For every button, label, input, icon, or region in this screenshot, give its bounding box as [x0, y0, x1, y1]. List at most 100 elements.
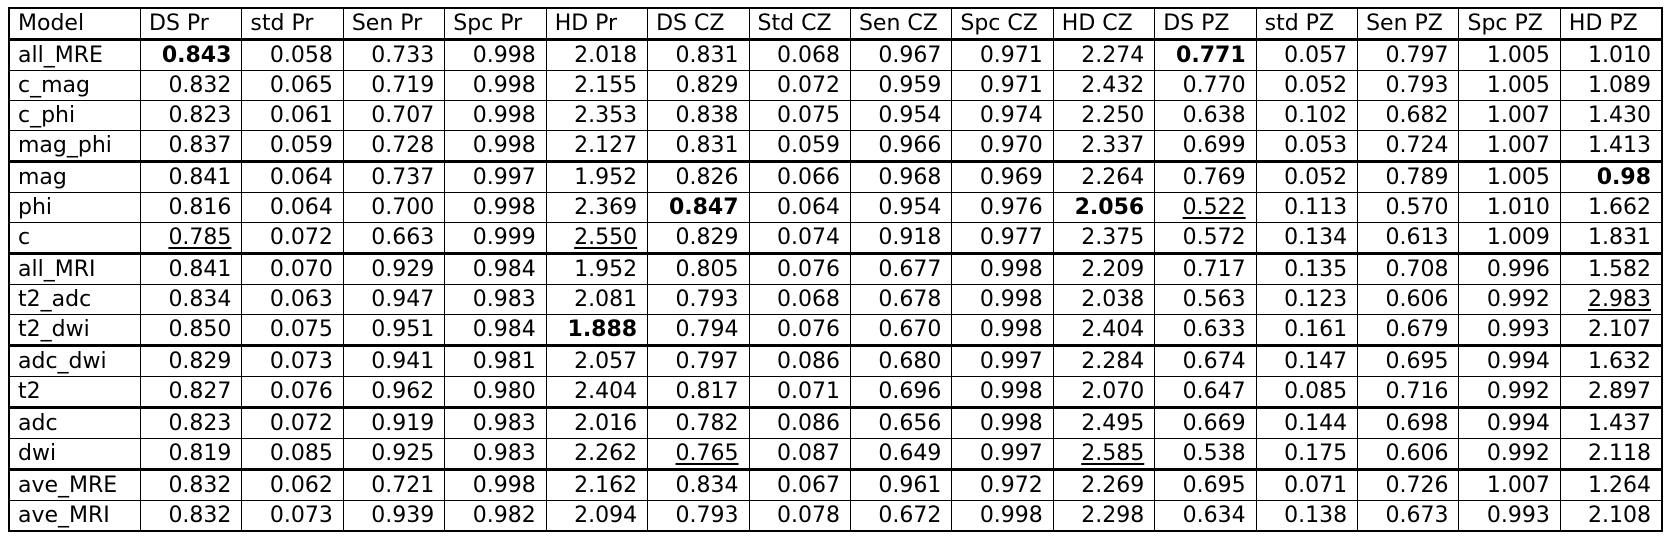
value-cell: 0.998	[444, 469, 547, 501]
model-name-cell: all_MRI	[8, 253, 141, 285]
column-header-hd-pr: HD Pr	[545, 7, 649, 41]
value-cell: 2.094	[545, 500, 649, 532]
value-cell: 0.061	[241, 100, 344, 131]
table-row-ave_MRE: ave_MRE 0.832 0.062 0.721 0.998 2.162 0.834 0.0…	[8, 469, 1663, 501]
value-cell: 0.962	[342, 376, 446, 409]
value-cell: 0.971	[951, 70, 1054, 101]
value-cell: 1.952	[545, 253, 649, 285]
table-row-adc: adc 0.823 0.072 0.919 0.983 2.016 0.782 0.086 0.…	[8, 407, 1663, 439]
table-body: all_MRE 0.843 0.058 0.733 0.998 2.018 0.831 0.0…	[8, 39, 1663, 532]
value-cell: 0.765	[647, 438, 750, 471]
value-cell: 0.076	[748, 314, 851, 347]
value-cell: 0.992	[1458, 438, 1561, 471]
value-cell: 0.073	[241, 500, 344, 532]
value-cell: 1.952	[545, 161, 649, 193]
value-cell: 0.074	[748, 222, 851, 255]
value-cell: 0.072	[241, 407, 344, 439]
value-cell: 0.072	[748, 70, 851, 101]
value-cell: 0.053	[1255, 130, 1359, 163]
value-cell: 1.662	[1559, 192, 1663, 223]
value-cell: 1.010	[1559, 39, 1663, 71]
value-cell: 0.771	[1154, 39, 1257, 71]
value-cell: 0.638	[1154, 100, 1257, 131]
column-header-ds-pz: DS PZ	[1154, 7, 1257, 41]
value-cell: 1.089	[1559, 70, 1663, 101]
value-cell: 0.850	[139, 314, 243, 347]
value-cell: 2.162	[545, 469, 649, 501]
value-cell: 0.058	[241, 39, 344, 71]
value-cell: 0.068	[748, 284, 851, 315]
value-cell: 0.707	[342, 100, 446, 131]
value-cell: 0.834	[647, 469, 750, 501]
value-cell: 2.118	[1559, 438, 1663, 471]
value-cell: 2.495	[1052, 407, 1156, 439]
value-cell: 0.696	[849, 376, 953, 409]
value-cell: 1.888	[545, 314, 649, 347]
value-cell: 0.064	[241, 161, 344, 193]
value-cell: 2.298	[1052, 500, 1156, 532]
value-cell: 0.613	[1357, 222, 1460, 255]
value-cell: 0.102	[1255, 100, 1359, 131]
value-cell: 0.969	[951, 161, 1054, 193]
value-cell: 0.134	[1255, 222, 1359, 255]
value-cell: 1.010	[1458, 192, 1561, 223]
column-header-std-pz: std PZ	[1255, 7, 1359, 41]
value-cell: 0.656	[849, 407, 953, 439]
value-cell: 0.672	[849, 500, 953, 532]
column-header-hd-cz: HD CZ	[1052, 7, 1156, 41]
value-cell: 0.670	[849, 314, 953, 347]
value-cell: 0.841	[139, 253, 243, 285]
value-cell: 0.733	[342, 39, 446, 71]
value-cell: 0.843	[139, 39, 243, 71]
value-cell: 0.161	[1255, 314, 1359, 347]
column-header-spc-pr: Spc Pr	[444, 7, 547, 41]
table-row-c_mag: c_mag 0.832 0.065 0.719 0.998 2.155 0.829 0.072…	[8, 70, 1663, 101]
value-cell: 2.264	[1052, 161, 1156, 193]
column-header-spc-cz: Spc CZ	[951, 7, 1054, 41]
value-cell: 0.785	[139, 222, 243, 255]
value-cell: 1.007	[1458, 100, 1561, 131]
value-cell: 0.967	[849, 39, 953, 71]
value-cell: 0.829	[139, 345, 243, 377]
table-row-ave_MRI: ave_MRI 0.832 0.073 0.939 0.982 2.094 0.793 0.0…	[8, 500, 1663, 532]
value-cell: 0.797	[647, 345, 750, 377]
value-cell: 1.007	[1458, 469, 1561, 501]
value-cell: 2.018	[545, 39, 649, 71]
value-cell: 0.700	[342, 192, 446, 223]
value-cell: 0.716	[1357, 376, 1460, 409]
value-cell: 0.679	[1357, 314, 1460, 347]
value-cell: 2.897	[1559, 376, 1663, 409]
value-cell: 0.817	[647, 376, 750, 409]
value-cell: 0.068	[748, 39, 851, 71]
model-name-cell: adc	[8, 407, 141, 439]
value-cell: 0.147	[1255, 345, 1359, 377]
value-cell: 0.113	[1255, 192, 1359, 223]
column-header-std-cz: Std CZ	[748, 7, 851, 41]
value-cell: 0.819	[139, 438, 243, 471]
value-cell: 0.941	[342, 345, 446, 377]
value-cell: 0.724	[1357, 130, 1460, 163]
value-cell: 0.816	[139, 192, 243, 223]
column-header-sen-cz: Sen CZ	[849, 7, 953, 41]
model-name-cell: c	[8, 222, 141, 255]
value-cell: 0.998	[444, 130, 547, 163]
value-cell: 0.998	[951, 314, 1054, 347]
value-cell: 0.071	[1255, 469, 1359, 501]
value-cell: 0.829	[647, 222, 750, 255]
value-cell: 0.647	[1154, 376, 1257, 409]
value-cell: 0.954	[849, 192, 953, 223]
value-cell: 0.981	[444, 345, 547, 377]
table-row-dwi: dwi 0.819 0.085 0.925 0.983 2.262 0.765 0.087 0.…	[8, 438, 1663, 471]
value-cell: 0.998	[951, 284, 1054, 315]
value-cell: 0.076	[241, 376, 344, 409]
value-cell: 2.016	[545, 407, 649, 439]
value-cell: 0.669	[1154, 407, 1257, 439]
value-cell: 0.977	[951, 222, 1054, 255]
value-cell: 0.064	[241, 192, 344, 223]
value-cell: 0.717	[1154, 253, 1257, 285]
value-cell: 0.563	[1154, 284, 1257, 315]
value-cell: 0.073	[241, 345, 344, 377]
value-cell: 0.695	[1154, 469, 1257, 501]
value-cell: 2.056	[1052, 192, 1156, 223]
header-row: Model DS Pr std Pr Sen Pr Spc Pr HD Pr DS CZ St…	[8, 7, 1663, 41]
